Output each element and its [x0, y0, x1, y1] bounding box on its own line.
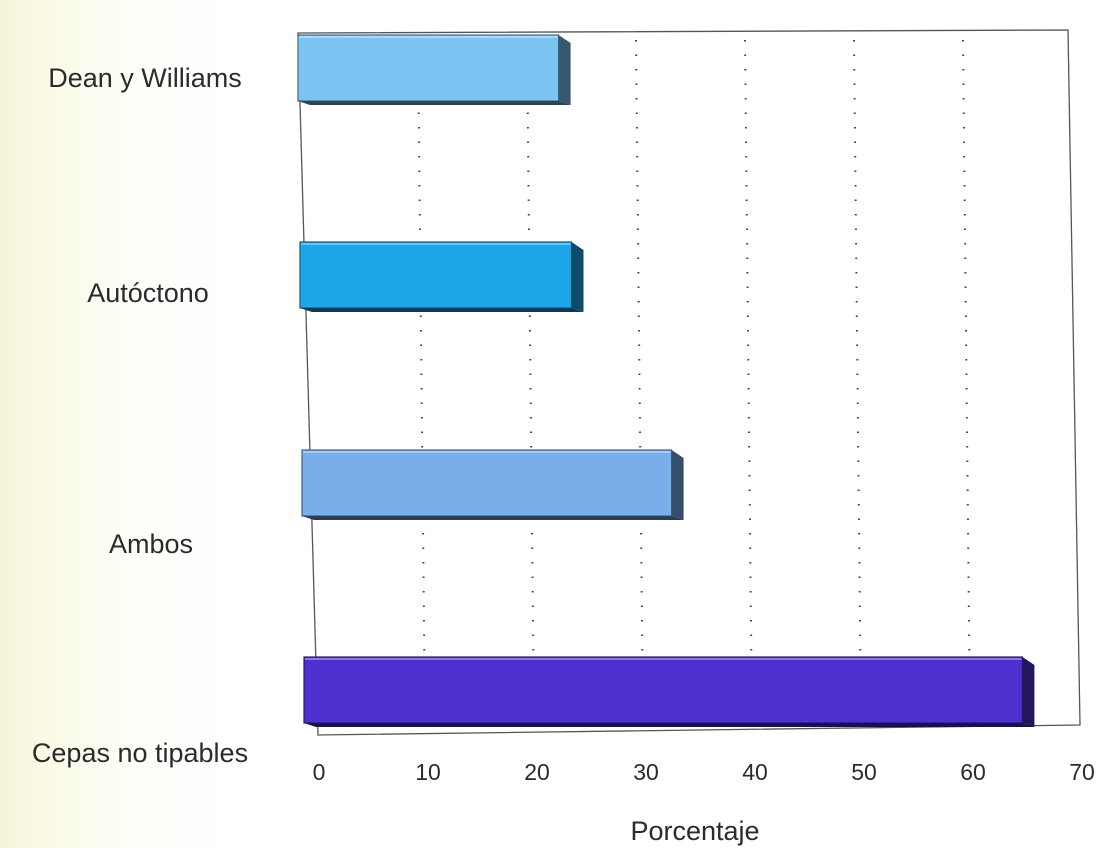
x-tick-label: 50	[851, 759, 877, 785]
bar-bottom-face	[300, 308, 584, 312]
plot-area-frame	[297, 29, 1081, 736]
bar-side-face	[558, 35, 571, 105]
category-label: Dean y Williams	[48, 63, 242, 93]
bar-bottom-face	[298, 101, 571, 105]
x-tick-label: 30	[633, 759, 659, 785]
category-labels: Dean y Williams Autóctono Ambos Cepas no ti…	[32, 63, 248, 768]
bar-bottom-face	[302, 516, 684, 520]
bar-front-face	[301, 449, 673, 517]
gridline	[853, 39, 862, 721]
x-tick-label: 10	[415, 759, 441, 785]
category-label: Cepas no tipables	[32, 738, 248, 768]
bar-bottom-face	[304, 723, 1035, 727]
gridline	[744, 39, 753, 721]
category-label: Autóctono	[87, 278, 209, 308]
x-tick-label: 70	[1069, 759, 1095, 785]
bar-side-face	[671, 450, 684, 520]
gridline	[635, 39, 644, 721]
x-tick-label: 60	[960, 759, 986, 785]
bar-autoctono	[299, 241, 584, 312]
bar-side-face	[571, 242, 584, 312]
bars	[297, 34, 1035, 727]
bar-side-face	[1022, 657, 1035, 727]
bar-dean-y-williams	[297, 34, 571, 105]
bar-front-face	[303, 656, 1024, 724]
bar-front-face	[299, 241, 573, 309]
x-tick-labels: 0 10 20 30 40 50 60 70	[313, 759, 1095, 785]
gridline	[526, 39, 535, 721]
gridline	[417, 39, 426, 721]
x-tick-label: 0	[313, 759, 326, 785]
gridline	[962, 39, 971, 721]
bar-cepas-no-tipables	[303, 656, 1035, 727]
x-tick-label: 40	[742, 759, 768, 785]
x-tick-label: 20	[524, 759, 550, 785]
category-label: Ambos	[109, 529, 193, 559]
gridlines	[417, 39, 971, 721]
bar-front-face	[297, 34, 560, 102]
x-axis-title: Porcentaje	[630, 816, 759, 846]
bar-ambos	[301, 449, 684, 520]
